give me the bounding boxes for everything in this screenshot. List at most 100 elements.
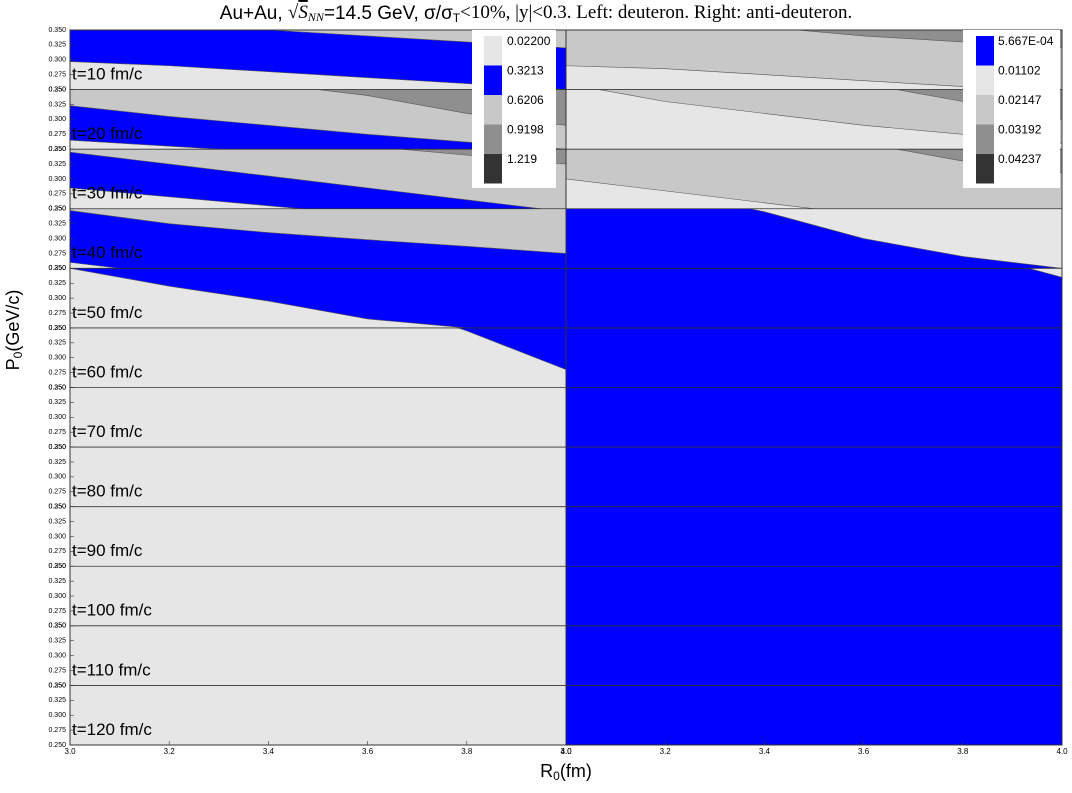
y-axis-title-part: (GeV/c)	[3, 290, 23, 352]
y-tick-label: 0.350	[48, 504, 66, 511]
contour-band	[70, 685, 566, 745]
contour-band	[70, 327, 566, 370]
contour-band	[70, 149, 566, 209]
contour-band	[70, 105, 566, 150]
legend-label: 0.01102	[998, 64, 1041, 78]
plot-area	[70, 30, 1062, 745]
contour-band	[70, 327, 566, 388]
contour-cell	[70, 268, 566, 328]
contour-cell	[566, 447, 1062, 507]
title-part: S	[298, 2, 308, 23]
legend-swatch	[484, 36, 502, 66]
contour-band	[70, 30, 566, 48]
contour-band	[566, 30, 1062, 90]
y-tick-label: 0.350	[48, 27, 66, 34]
y-tick-label: 0.250	[48, 265, 66, 272]
contour-cell	[70, 685, 566, 745]
y-tick-label: 0.350	[48, 384, 66, 391]
y-tick-label: 0.350	[48, 682, 66, 689]
title-part: T	[453, 11, 461, 25]
legend-swatch	[484, 154, 502, 184]
x-tick-label: 3.2	[660, 747, 672, 756]
x-tick-label: 3.8	[957, 747, 969, 756]
chart-title: Au+Au, √SNN=14.5 GeV, σ/σT<10%, |y|<0.3.…	[220, 2, 852, 25]
title-part: <10%, |y|<0.3. Left: deuteron. Right: an…	[460, 2, 852, 23]
legend-label: 0.9198	[507, 123, 544, 137]
y-tick-label: 0.275	[48, 250, 66, 257]
contour-band	[566, 149, 1062, 173]
contour-cell	[566, 387, 1062, 448]
row-label: t=50 fm/c	[72, 303, 143, 322]
contour-cell	[70, 208, 566, 269]
y-tick-label: 0.250	[48, 206, 66, 213]
y-tick-label: 0.325	[48, 42, 66, 49]
y-tick-label: 0.250	[48, 742, 66, 749]
contour-band	[566, 625, 1062, 686]
x-axis-title: R0(fm)	[540, 761, 592, 783]
contour-cell	[566, 506, 1062, 567]
contour-cell	[566, 685, 1062, 745]
contour-band	[566, 447, 1062, 507]
contour-cell	[566, 208, 1062, 269]
y-tick-label: 0.275	[48, 310, 66, 317]
contour-cell	[566, 566, 1062, 626]
x-tick-label: 3.6	[858, 747, 870, 756]
y-tick-label: 0.300	[48, 295, 66, 302]
y-tick-label: 0.250	[48, 682, 66, 689]
y-tick-label: 0.325	[48, 220, 66, 227]
contour-line	[456, 327, 566, 370]
row-label: t=80 fm/c	[72, 482, 143, 501]
y-axis-title-part: P	[3, 358, 23, 370]
contour-band	[70, 89, 566, 126]
contour-band	[70, 61, 566, 90]
contour-band	[70, 566, 566, 626]
y-tick-label: 0.350	[48, 206, 66, 213]
x-tick-label: 4.0	[1056, 747, 1068, 756]
contour-band	[70, 30, 566, 90]
row-label: t=120 fm/c	[72, 720, 152, 739]
row-label: t=100 fm/c	[72, 601, 152, 620]
contour-band	[566, 268, 1062, 328]
contour-band	[566, 30, 1062, 48]
contour-line	[70, 139, 224, 150]
contour-line	[748, 208, 1062, 269]
x-tick-label: 4.0	[560, 747, 572, 756]
y-tick-label: 0.250	[48, 325, 66, 332]
row-label: t=70 fm/c	[72, 422, 143, 441]
contour-band	[566, 327, 1062, 388]
contour-band	[566, 685, 1062, 745]
y-tick-label: 0.300	[48, 593, 66, 600]
legend-swatch	[484, 65, 502, 95]
row-label: t=10 fm/c	[72, 64, 143, 83]
y-tick-label: 0.275	[48, 72, 66, 79]
contour-band	[70, 268, 566, 328]
x-tick-label: 3.4	[263, 747, 275, 756]
contour-band	[70, 447, 566, 507]
x-tick-label: 3.0	[560, 747, 572, 756]
y-tick-label: 0.300	[48, 712, 66, 719]
contour-cell	[566, 268, 1062, 328]
y-axis-title: P0(GeV/c)	[3, 290, 25, 371]
y-tick-label: 0.325	[48, 638, 66, 645]
y-tick-label: 0.325	[48, 161, 66, 168]
contour-cell	[70, 387, 566, 448]
legend-swatch	[976, 65, 994, 95]
legend: 5.667E-04 0.01102 0.02147 0.03192 0.04237	[963, 30, 1060, 188]
contour-band	[566, 566, 1062, 626]
legend-label: 1.219	[507, 152, 537, 166]
contour-line	[70, 187, 305, 209]
contour-band	[566, 506, 1062, 567]
x-axis-title-part: (fm)	[560, 761, 592, 781]
contour-cell	[70, 89, 566, 150]
row-label: t=60 fm/c	[72, 362, 143, 381]
contour-cell	[70, 447, 566, 507]
y-tick-label: 0.350	[48, 623, 66, 630]
y-tick-label: 0.325	[48, 518, 66, 525]
y-tick-label: 0.300	[48, 57, 66, 64]
y-tick-label: 0.325	[48, 340, 66, 347]
y-tick-label: 0.300	[48, 474, 66, 481]
y-tick-label: 0.300	[48, 355, 66, 362]
y-tick-label: 0.250	[48, 444, 66, 451]
legend-swatch	[484, 124, 502, 154]
